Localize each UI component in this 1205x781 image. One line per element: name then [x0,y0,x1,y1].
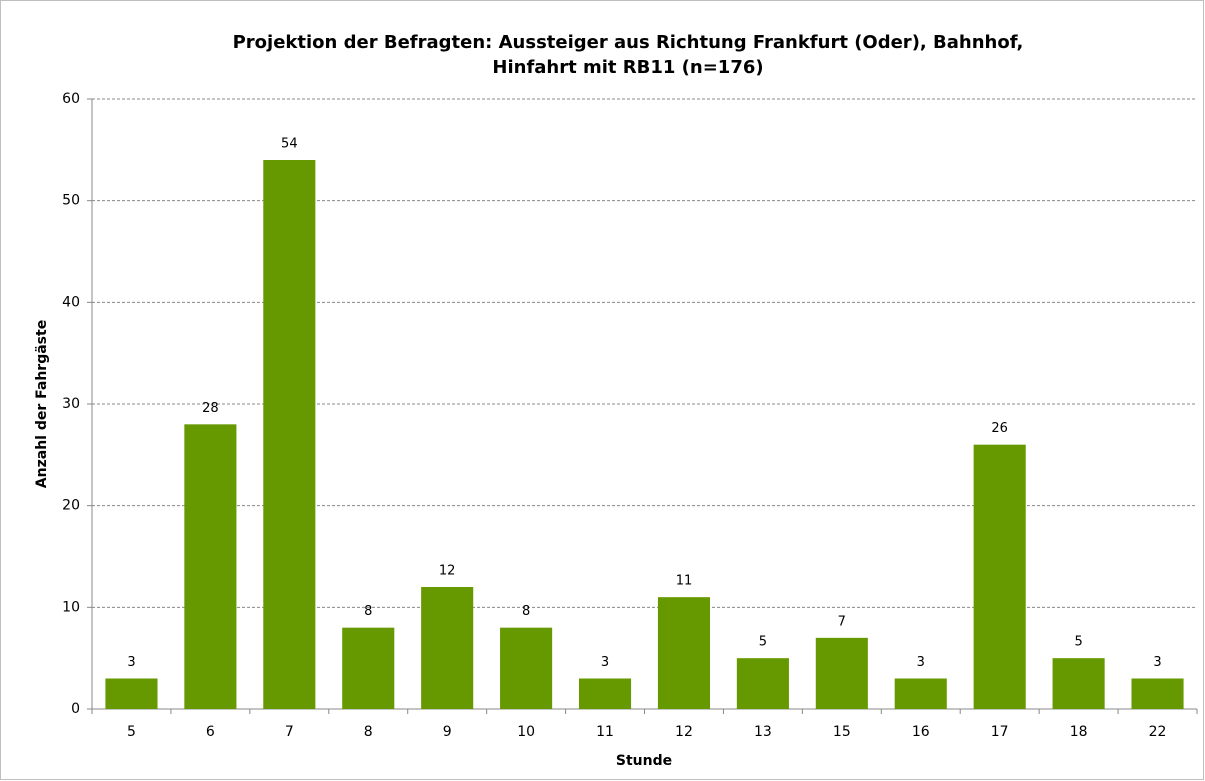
value-label: 5 [1074,635,1082,650]
y-tick-label: 10 [62,599,80,615]
bar [421,587,474,709]
bar [1052,658,1105,709]
bar [184,424,237,709]
x-tick-label: 16 [912,724,930,740]
y-tick-label: 30 [62,396,80,412]
y-tick-label: 60 [62,91,80,107]
bar [1131,678,1184,709]
x-tick-label: 17 [991,724,1009,740]
chart-title: Hinfahrt mit RB11 (n=176) [492,57,763,78]
value-label: 26 [991,421,1008,436]
bar [815,637,868,709]
x-tick-label: 5 [127,724,136,740]
x-tick-label: 15 [833,724,851,740]
x-axis-title: Stunde [616,753,672,769]
bar [578,678,632,709]
bar [342,627,395,709]
value-label: 3 [1153,655,1161,670]
value-label: 8 [364,604,372,619]
bar [263,160,316,709]
x-tick-label: 11 [596,724,614,740]
x-tick-label: 7 [285,724,294,740]
value-label: 28 [202,401,219,416]
bar [500,627,553,709]
bar [657,597,711,709]
x-tick-label: 13 [754,724,772,740]
value-label: 5 [759,635,767,650]
chart-title: Projektion der Befragten: Aussteiger aus… [233,32,1024,53]
y-tick-label: 40 [62,294,80,310]
x-tick-label: 6 [206,724,215,740]
value-label: 11 [676,574,693,589]
value-label: 3 [127,655,135,670]
y-tick-label: 0 [71,701,80,717]
y-tick-label: 20 [62,498,80,514]
value-label: 7 [838,614,846,629]
value-label: 54 [281,137,298,152]
x-tick-label: 18 [1070,724,1088,740]
x-tick-label: 10 [517,724,535,740]
y-axis-title: Anzahl der Fahrgäste [34,320,50,488]
x-tick-label: 8 [364,724,373,740]
x-tick-label: 9 [443,724,452,740]
bar [736,658,789,709]
value-label: 3 [601,655,609,670]
value-label: 12 [439,564,456,579]
bar [105,678,158,709]
bar [894,678,947,709]
value-label: 8 [522,604,530,619]
x-tick-label: 12 [675,724,693,740]
x-tick-label: 22 [1149,724,1167,740]
bar [973,444,1026,709]
value-label: 3 [917,655,925,670]
y-tick-label: 50 [62,193,80,209]
